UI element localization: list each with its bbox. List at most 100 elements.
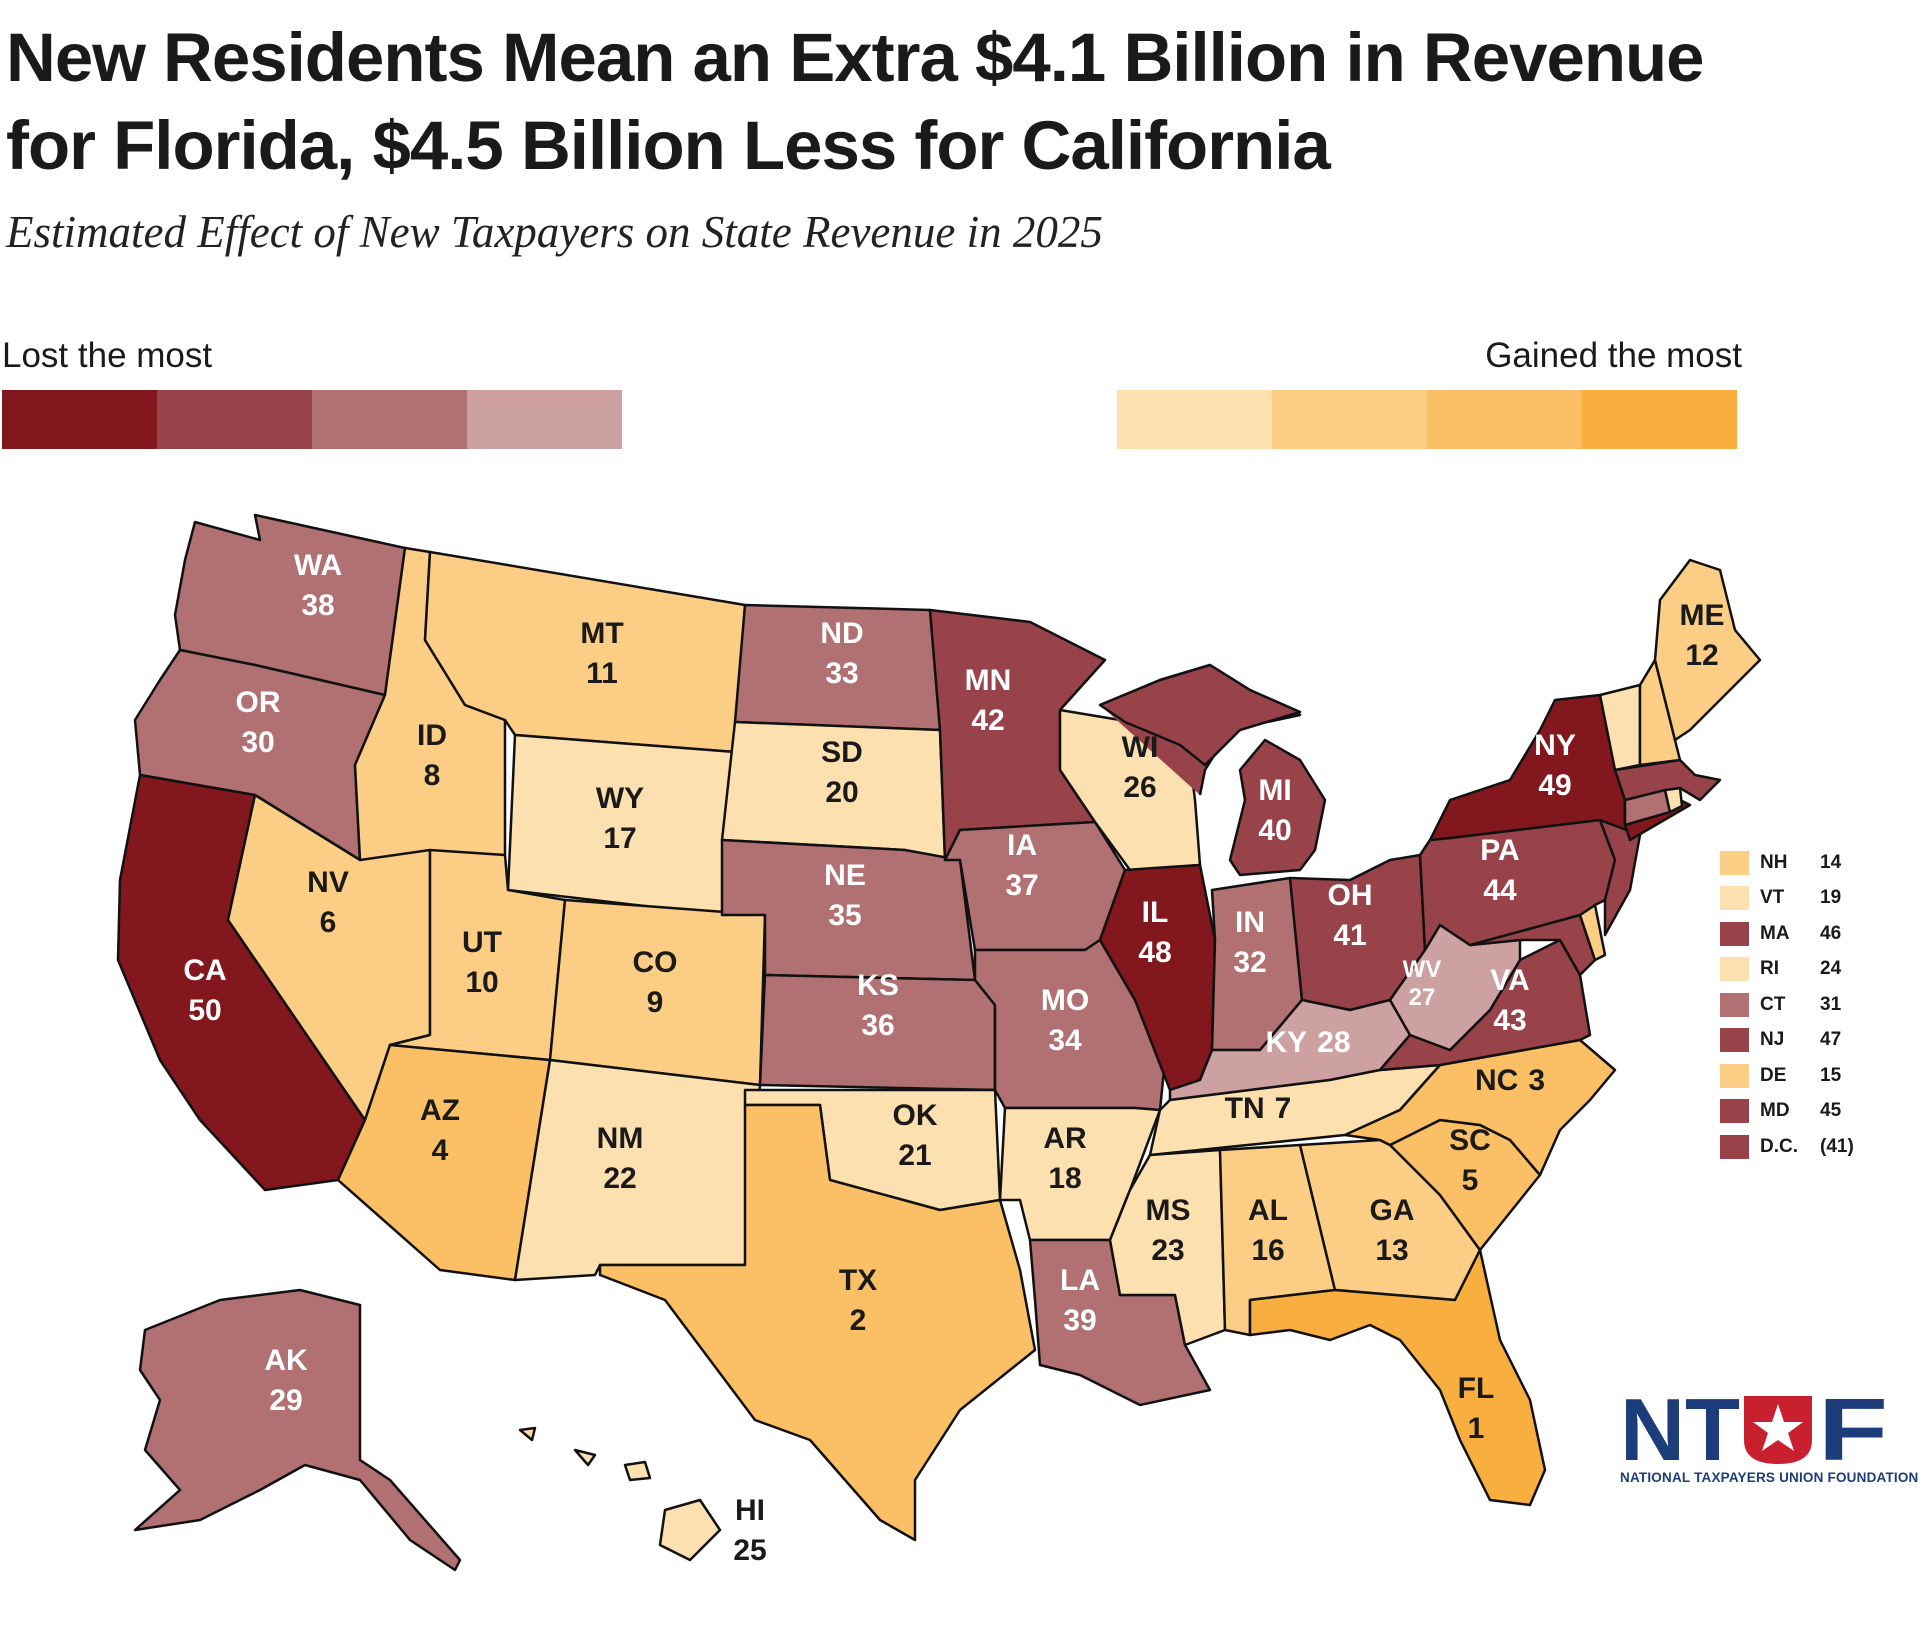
small-state-swatch (1720, 1028, 1749, 1053)
small-state-abbr: MD (1760, 1100, 1790, 1122)
state-abbr-sd: SD (821, 736, 863, 769)
state-label-nc: NC 3 (1475, 1064, 1545, 1097)
state-tx (598, 1103, 1037, 1542)
state-rank-co: 9 (647, 986, 664, 1019)
state-rank-al: 16 (1251, 1234, 1284, 1267)
state-abbr-ca: CA (183, 954, 226, 987)
small-state-row: MD 45 (1720, 1094, 1910, 1130)
state-rank-ky: 28 (1317, 1026, 1350, 1059)
small-state-swatch (1720, 1134, 1749, 1159)
state-label-nm: NM 22 (597, 1122, 644, 1195)
state-abbr-nd: ND (820, 617, 863, 650)
state-label-ks: KS 36 (857, 969, 899, 1042)
state-rank-il: 48 (1138, 936, 1171, 969)
state-label-mn: MN 42 (965, 664, 1012, 737)
state-ak (133, 1288, 462, 1572)
state-abbr-id: ID (417, 719, 447, 752)
chart-subtitle: Estimated Effect of New Taxpayers on Sta… (6, 207, 1103, 257)
small-state-row: MA 46 (1720, 916, 1910, 952)
state-ma (1613, 758, 1722, 802)
state-label-ia: IA 37 (1005, 829, 1038, 902)
state-abbr-ny: NY (1534, 729, 1576, 762)
small-state-abbr: MA (1760, 922, 1790, 944)
state-label-az: AZ 4 (420, 1094, 460, 1167)
legend-gained-label: Gained the most (1485, 336, 1742, 375)
small-state-rank: 47 (1820, 1029, 1842, 1051)
small-state-rank: 31 (1820, 993, 1842, 1015)
state-abbr-oh: OH (1328, 879, 1373, 912)
small-state-swatch (1720, 957, 1749, 982)
state-nh (1638, 658, 1682, 767)
state-label-ny: NY 49 (1534, 729, 1576, 802)
state-label-nv: NV 6 (307, 866, 349, 939)
state-label-ar: AR 18 (1043, 1122, 1087, 1195)
state-abbr-ks: KS (857, 969, 899, 1002)
small-state-swatch (1720, 1063, 1749, 1088)
state-rank-az: 4 (432, 1134, 449, 1167)
state-rank-or: 30 (241, 726, 274, 759)
state-abbr-tn: TN (1225, 1092, 1265, 1125)
state-abbr-pa: PA (1480, 834, 1519, 867)
state-abbr-wv: WV (1403, 956, 1442, 983)
state-abbr-wi: WI (1122, 731, 1159, 764)
small-state-row: CT 31 (1720, 987, 1910, 1023)
state-abbr-il: IL (1142, 896, 1169, 929)
state-label-hi: HI 25 (733, 1494, 766, 1567)
title-line-2: for Florida, $4.5 Billion Less for Calif… (6, 107, 1331, 184)
state-label-or: OR 30 (236, 686, 281, 759)
small-state-rank: 15 (1820, 1064, 1842, 1086)
legend-gained-scale (1117, 390, 1737, 449)
state-label-in: IN 32 (1233, 906, 1266, 979)
state-abbr-ia: IA (1007, 829, 1037, 862)
small-state-row: D.C. (41) (1720, 1129, 1910, 1165)
state-hi (518, 1426, 722, 1562)
state-label-ky: KY 28 (1265, 1026, 1350, 1059)
state-rank-ks: 36 (861, 1009, 894, 1042)
state-rank-mo: 34 (1048, 1024, 1082, 1057)
state-rank-ok: 21 (898, 1139, 931, 1172)
state-abbr-co: CO (633, 946, 678, 979)
state-rank-mn: 42 (971, 704, 1004, 737)
legend-lost-swatch-3 (312, 390, 467, 449)
logo-text-nt: NT (1620, 1390, 1740, 1466)
state-rank-tn: 7 (1275, 1092, 1292, 1125)
state-abbr-fl: FL (1458, 1372, 1495, 1405)
state-label-tn: TN 7 (1225, 1092, 1292, 1125)
state-label-ak: AK 29 (264, 1344, 308, 1417)
state-label-sd: SD 20 (821, 736, 863, 809)
small-states-legend: NH 14 VT 19 MA 46 RI 24 CT 31 NJ 47 DE 15 MD 45 D.C. (41) (1720, 845, 1910, 1165)
legend-lost-label: Lost the most (2, 336, 213, 375)
legend-gained-swatch-1 (1117, 390, 1272, 449)
small-state-abbr: CT (1760, 993, 1786, 1015)
small-state-row: NJ 47 (1720, 1023, 1910, 1059)
state-abbr-mt: MT (580, 617, 623, 650)
state-rank-wy: 17 (603, 822, 636, 855)
ntuf-wordmark: NT F (1620, 1390, 1888, 1466)
small-state-row: NH 14 (1720, 845, 1910, 881)
small-state-abbr: VT (1760, 887, 1785, 909)
state-label-wa: WA 38 (294, 549, 342, 622)
state-rank-va: 43 (1493, 1004, 1526, 1037)
state-abbr-nc: NC (1475, 1064, 1518, 1097)
small-state-row: RI 24 (1720, 952, 1910, 988)
state-rank-ne: 35 (828, 899, 861, 932)
legend-lost-swatch-4 (467, 390, 622, 449)
small-state-swatch (1720, 992, 1749, 1017)
state-rank-mt: 11 (586, 657, 618, 690)
state-label-tx: TX 2 (839, 1264, 877, 1337)
legend-lost-scale (2, 390, 622, 449)
state-rank-la: 39 (1063, 1304, 1096, 1337)
state-rank-sd: 20 (825, 776, 858, 809)
legend-gained-swatch-2 (1272, 390, 1427, 449)
state-abbr-me: ME (1680, 599, 1725, 632)
state-me (1653, 558, 1762, 742)
state-rank-ak: 29 (269, 1384, 302, 1417)
state-abbr-nm: NM (597, 1122, 644, 1155)
state-label-wv: WV 27 (1403, 956, 1442, 1011)
small-state-rank: 46 (1820, 922, 1842, 944)
state-label-mi: MI 40 (1258, 774, 1291, 847)
state-rank-ga: 13 (1375, 1234, 1408, 1267)
state-rank-nd: 33 (825, 657, 858, 690)
legend-gained-swatch-4 (1582, 390, 1737, 449)
small-state-rank: 45 (1820, 1100, 1842, 1122)
